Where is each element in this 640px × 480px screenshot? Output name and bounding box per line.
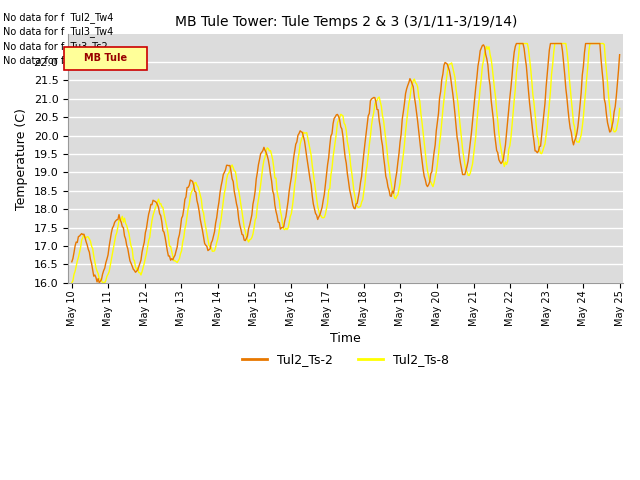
Title: MB Tule Tower: Tule Temps 2 & 3 (3/1/11-3/19/14): MB Tule Tower: Tule Temps 2 & 3 (3/1/11-… — [175, 15, 517, 29]
Legend: Tul2_Ts-2, Tul2_Ts-8: Tul2_Ts-2, Tul2_Ts-8 — [237, 348, 454, 371]
Text: No data for f  Tul2_Tw4: No data for f Tul2_Tw4 — [3, 12, 113, 23]
Text: No data for f  Tu3_Ts-5: No data for f Tu3_Ts-5 — [3, 55, 111, 66]
Text: No data for f  Tul3_Tw4: No data for f Tul3_Tw4 — [3, 26, 113, 37]
Text: MB Tule: MB Tule — [84, 53, 127, 63]
X-axis label: Time: Time — [330, 332, 361, 345]
Text: No data for f  Tu3_Ts2: No data for f Tu3_Ts2 — [3, 41, 108, 52]
Y-axis label: Temperature (C): Temperature (C) — [15, 108, 28, 209]
